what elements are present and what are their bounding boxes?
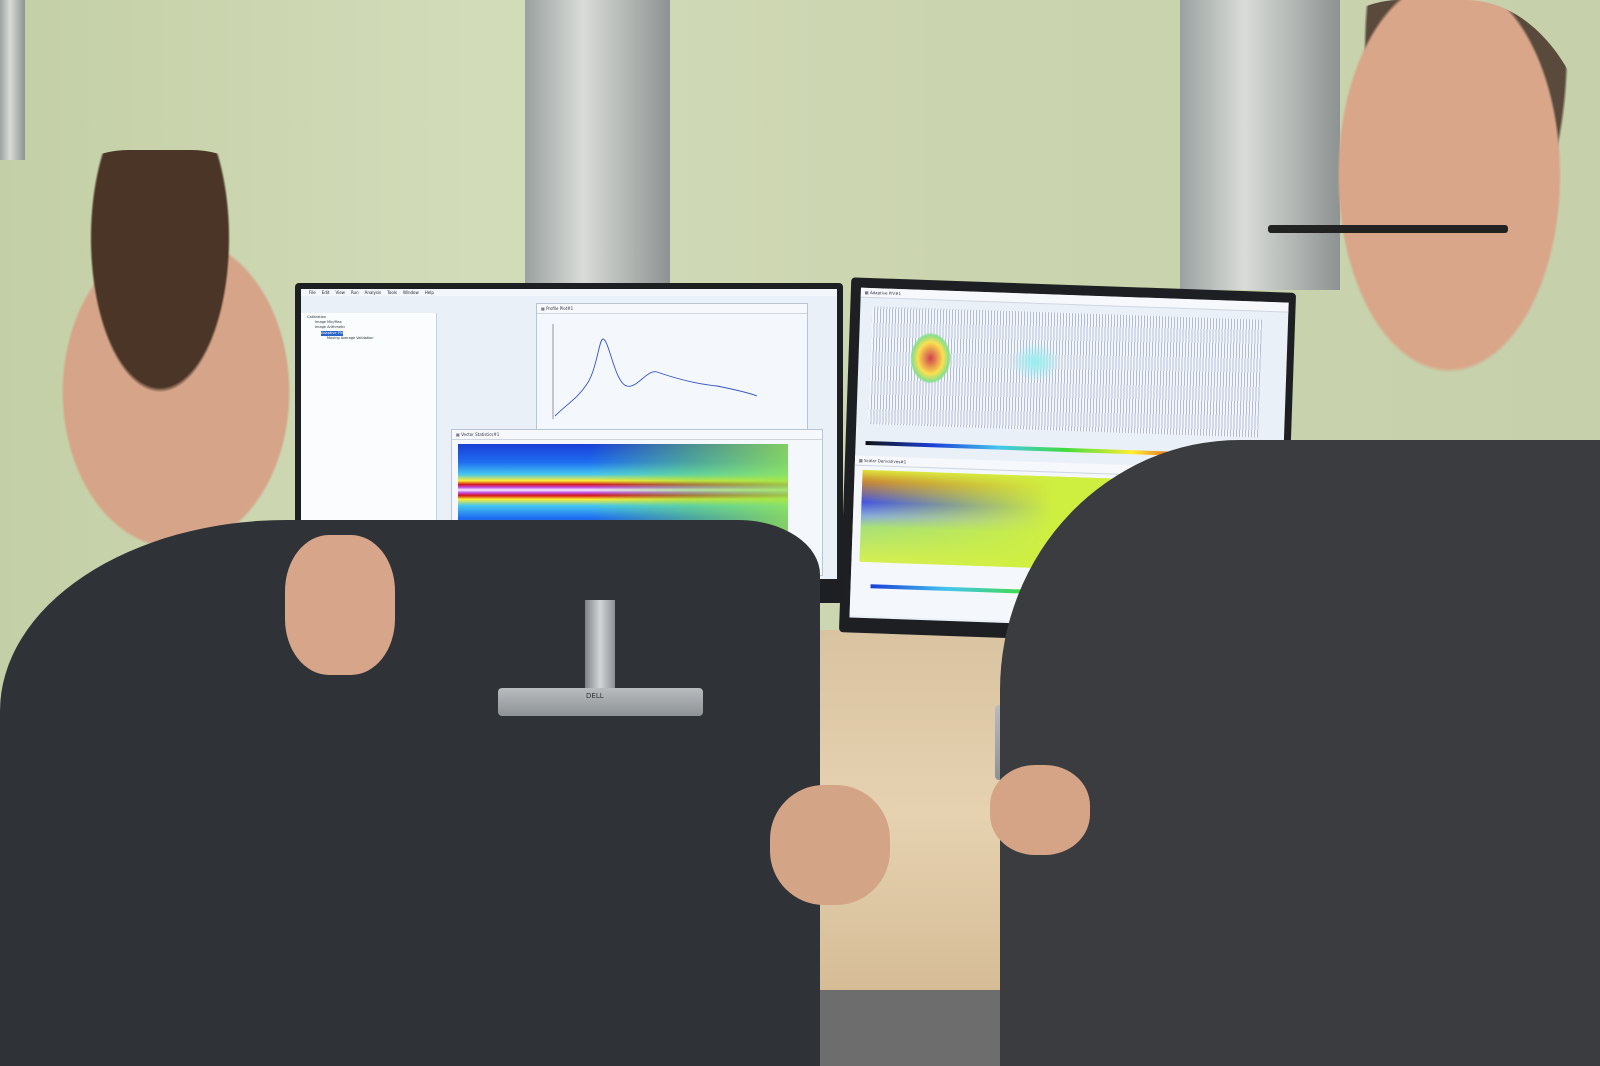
grid-icon: ▦ [456, 432, 462, 437]
chart-icon: ▦ [541, 306, 547, 311]
menu-tools[interactable]: Tools [387, 290, 397, 295]
person-left-body [0, 520, 820, 1066]
menu-help[interactable]: Help [424, 290, 434, 295]
eyeglasses [1268, 225, 1508, 233]
vector-field [868, 306, 1263, 438]
hand-on-desk [990, 765, 1090, 855]
window-title: Profile Plot#1 [546, 306, 574, 311]
menu-view[interactable]: View [335, 290, 345, 295]
profile-plot [552, 324, 758, 419]
flow-region [1009, 340, 1062, 383]
person-right-body [1000, 440, 1600, 1066]
menu-analysis[interactable]: Analysis [364, 290, 382, 295]
window-title: Scalar Derivatives#1 [863, 457, 907, 465]
left-monitor-stand [585, 600, 615, 695]
window-frame-left [525, 0, 670, 290]
hand-on-mouse [770, 785, 890, 905]
vortex-hotspot [909, 332, 952, 384]
tree-item-selected[interactable]: Adaptive PIV [321, 330, 344, 336]
window-frame-edge [0, 0, 25, 160]
menu-edit[interactable]: Edit [321, 290, 330, 295]
left-monitor-base [498, 688, 703, 716]
monitor-brand: DELL [586, 692, 604, 700]
tree-item[interactable]: Image Min/Max [315, 320, 342, 325]
menu-window[interactable]: Window [402, 290, 419, 295]
person-right-head [1265, 0, 1600, 500]
profile-plot-window: ▦ Profile Plot#1 [536, 303, 808, 430]
menu-run[interactable]: Run [350, 290, 359, 295]
menu-bar: File Edit View Run Analysis Tools Window… [301, 289, 837, 296]
profile-line [554, 338, 758, 417]
window-title: Vector Statistics#1 [461, 432, 500, 437]
person-left-head [0, 150, 320, 590]
tree-item[interactable]: Moving Average Validation [327, 335, 374, 340]
window-title: Adaptive PIV#1 [869, 290, 902, 297]
hand-at-chin [285, 535, 395, 675]
tree-item[interactable]: Image Arithmetic [315, 325, 346, 330]
